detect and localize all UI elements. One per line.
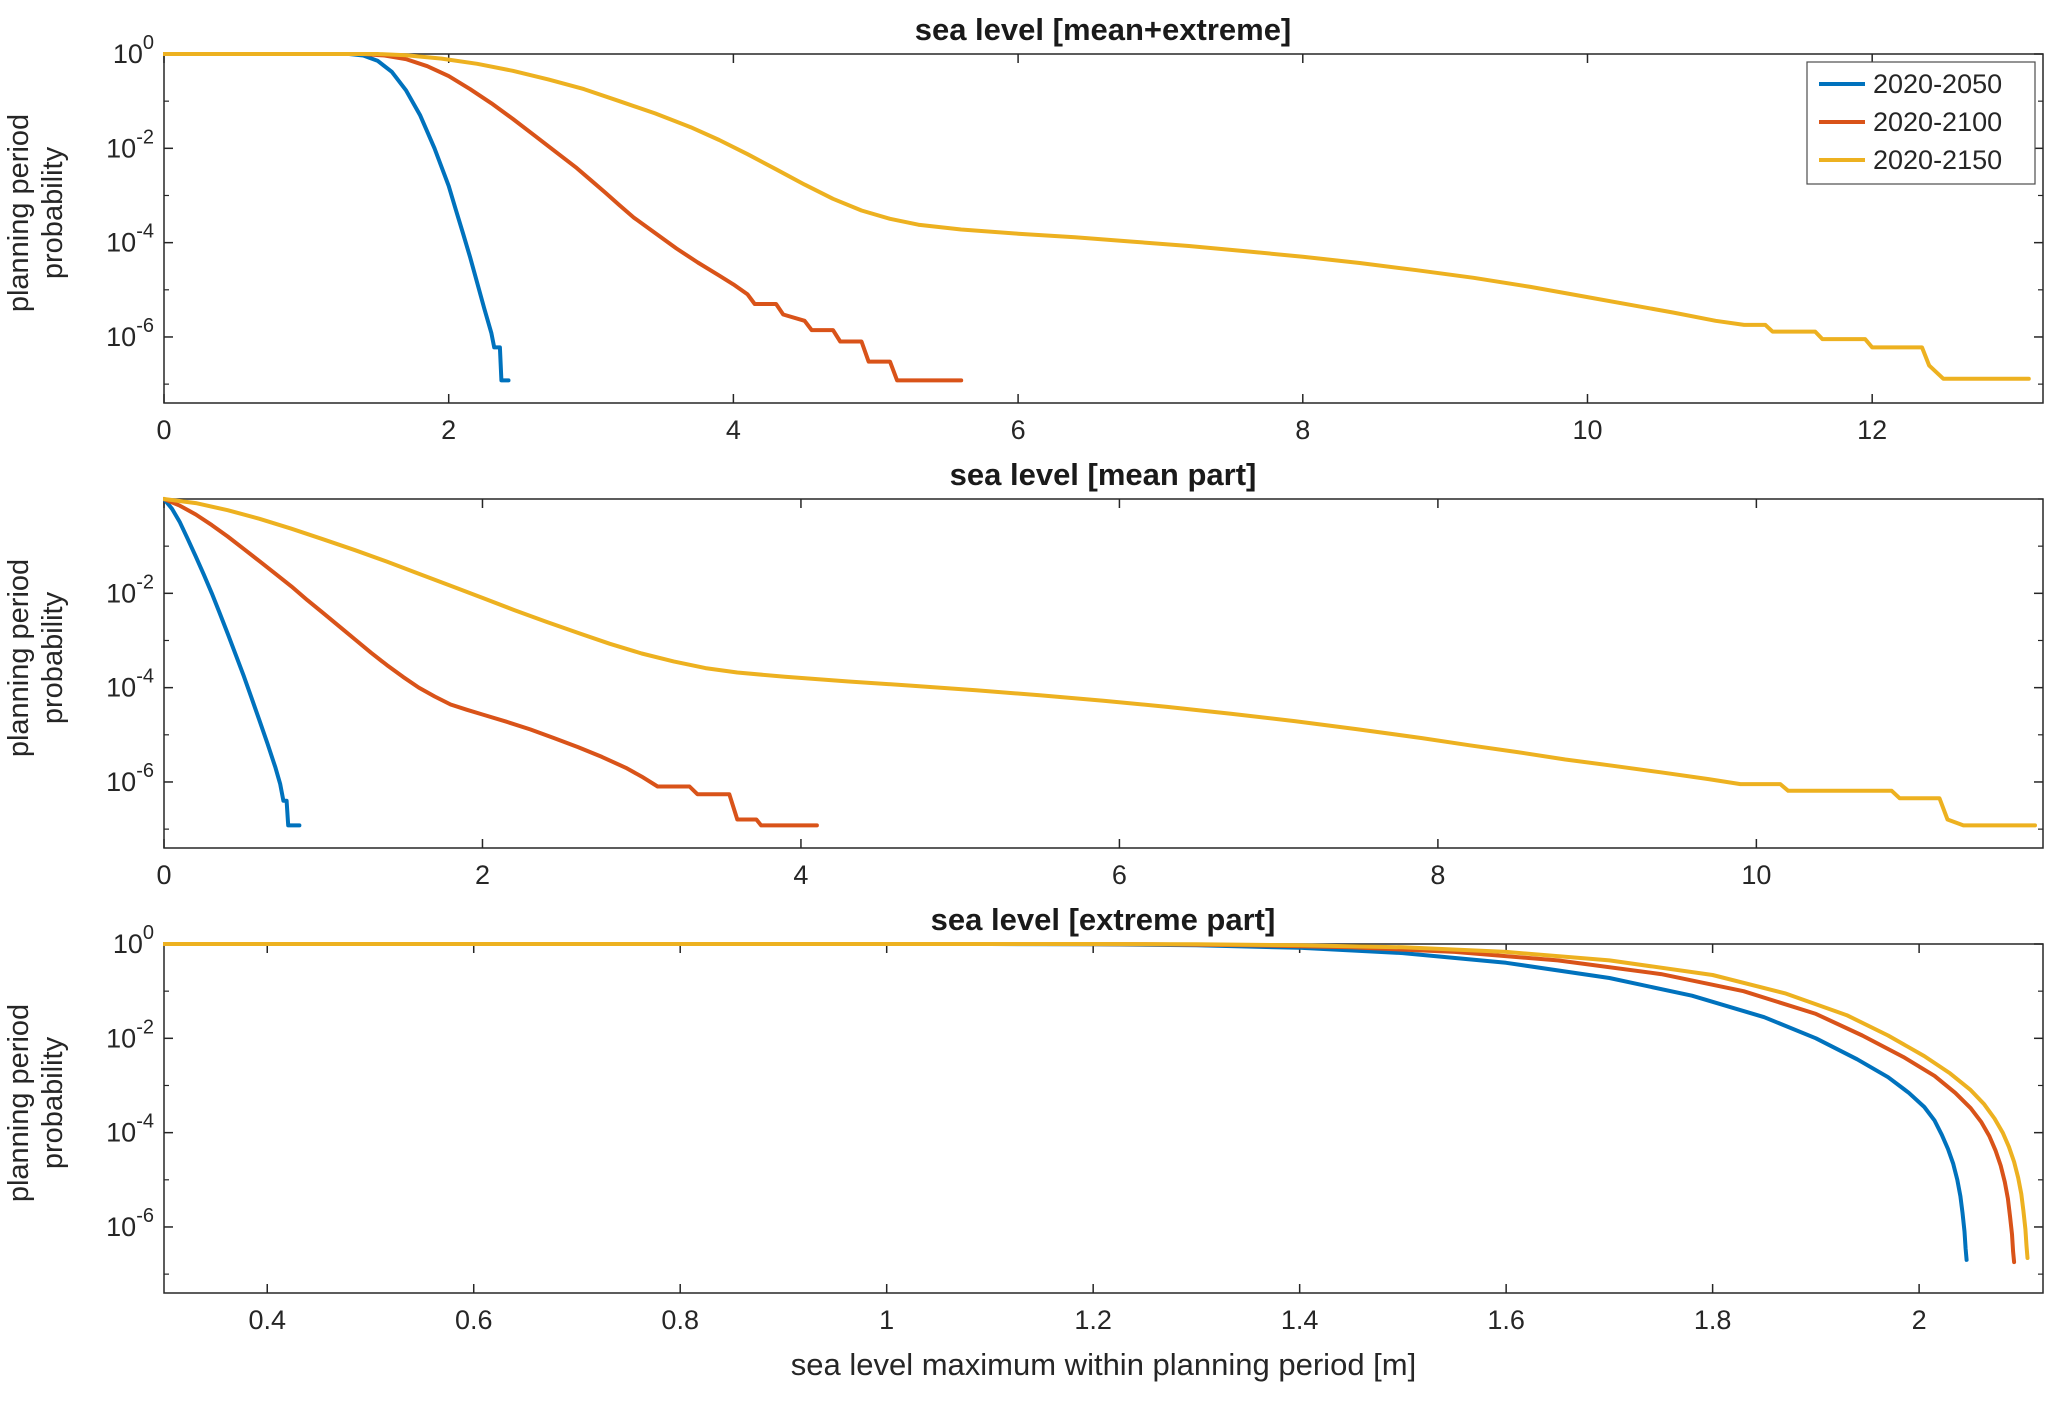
x-tick-label: 8 — [1430, 860, 1445, 890]
x-tick-label: 2 — [441, 415, 456, 445]
plot-extreme-part: sea level [extreme part] 0.4 0.6 0.8 1 1.2 1.… — [106, 902, 2044, 1335]
legend-label: 2020-2100 — [1873, 107, 2002, 137]
axes-box — [163, 53, 2044, 404]
x-tick-label: 10 — [1572, 415, 1602, 445]
y-tick-label: 10-2 — [106, 126, 154, 163]
subplot-mean-part: planning period probability sea level [m… — [0, 453, 2067, 898]
x-tick-label: 0.8 — [661, 1305, 699, 1335]
y-tick-label: 100 — [113, 922, 154, 959]
plot-title-extreme-part: sea level [extreme part] — [931, 902, 1276, 937]
y-tick-label: 100 — [113, 32, 154, 69]
y-tick-label: 10-4 — [106, 221, 154, 258]
legend-label: 2020-2150 — [1873, 145, 2002, 175]
y-axis-label-2: planning period probability — [2, 559, 70, 757]
x-tick-label: 6 — [1112, 860, 1127, 890]
plot-mean-part: sea level [mean part] 0 2 4 6 8 10 10-2 10-4 10-… — [106, 457, 2044, 890]
series-line-2020-2100 — [163, 942, 2017, 1265]
series-group — [163, 497, 2037, 828]
x-tick-label: 1.8 — [1694, 1305, 1732, 1335]
x-tick-label: 6 — [1011, 415, 1026, 445]
y-axis-label-wrap-2: planning period probability — [0, 453, 72, 898]
series-line-2020-2150 — [163, 52, 2031, 381]
y-tick-label: 10-4 — [106, 1111, 154, 1148]
y-axis-label-wrap-3: planning period probability — [0, 898, 72, 1343]
y-tick-label: 10-2 — [106, 571, 154, 608]
y-tick-label: 10-6 — [106, 1205, 154, 1242]
y-axis-label-line1: planning period — [2, 113, 35, 312]
y-axis-label-wrap-1: planning period probability — [0, 8, 72, 453]
x-tick-label: 1.6 — [1487, 1305, 1525, 1335]
x-tick-label: 0 — [156, 860, 171, 890]
series-line-2020-2050 — [163, 497, 302, 828]
axes-box — [163, 498, 2044, 849]
y-axis-label-line2: probability — [37, 591, 69, 724]
y-axis-label-line1: planning period — [2, 1003, 35, 1202]
y-axis-label-3: planning period probability — [2, 1004, 70, 1202]
series-group — [163, 52, 2031, 383]
x-tick-label: 1.2 — [1074, 1305, 1112, 1335]
series-line-2020-2050 — [163, 52, 511, 383]
plot-title-mean-extreme: sea level [mean+extreme] — [915, 12, 1292, 47]
series-line-2020-2100 — [163, 497, 819, 828]
x-tick-label: 10 — [1741, 860, 1771, 890]
subplot-extreme-part: planning period probability sea level [e… — [0, 898, 2067, 1343]
y-tick-label: 10-6 — [106, 315, 154, 352]
y-axis-label-line2: probability — [37, 1036, 69, 1169]
y-axis-label-line2: probability — [37, 146, 69, 279]
y-tick-label: 10-2 — [106, 1016, 154, 1053]
series-line-2020-2100 — [163, 52, 964, 383]
subplot-mean-extreme: planning period probability sea level [m… — [0, 8, 2067, 453]
x-tick-label: 0 — [156, 415, 171, 445]
x-tick-label: 2 — [1912, 1305, 1927, 1335]
y-tick-label: 10-4 — [106, 666, 154, 703]
x-tick-label: 1 — [879, 1305, 894, 1335]
x-tick-label: 0.4 — [248, 1305, 286, 1335]
x-tick-label: 4 — [726, 415, 741, 445]
y-axis-label-line1: planning period — [2, 558, 35, 757]
series-line-2020-2150 — [163, 942, 2030, 1260]
x-tick-label: 2 — [475, 860, 490, 890]
series-line-2020-2050 — [163, 942, 1969, 1262]
x-tick-label: 0.6 — [455, 1305, 493, 1335]
y-tick-label: 10-6 — [106, 760, 154, 797]
y-axis-label-1: planning period probability — [2, 114, 70, 312]
plot-mean-extreme: sea level [mean+extreme] 0 2 4 6 8 10 12 100 10-… — [106, 12, 2044, 445]
series-line-2020-2150 — [163, 497, 2037, 828]
x-tick-label: 1.4 — [1281, 1305, 1319, 1335]
legend-label: 2020-2050 — [1873, 69, 2002, 99]
series-group — [163, 942, 2030, 1265]
x-tick-label: 4 — [793, 860, 808, 890]
plot-title-mean-part: sea level [mean part] — [950, 457, 1257, 492]
x-tick-label: 12 — [1857, 415, 1887, 445]
legend: 2020-2050 2020-2100 2020-2150 — [1806, 61, 2036, 185]
x-axis-label: sea level maximum within planning period… — [790, 1347, 1417, 1382]
x-tick-label: 8 — [1295, 415, 1310, 445]
